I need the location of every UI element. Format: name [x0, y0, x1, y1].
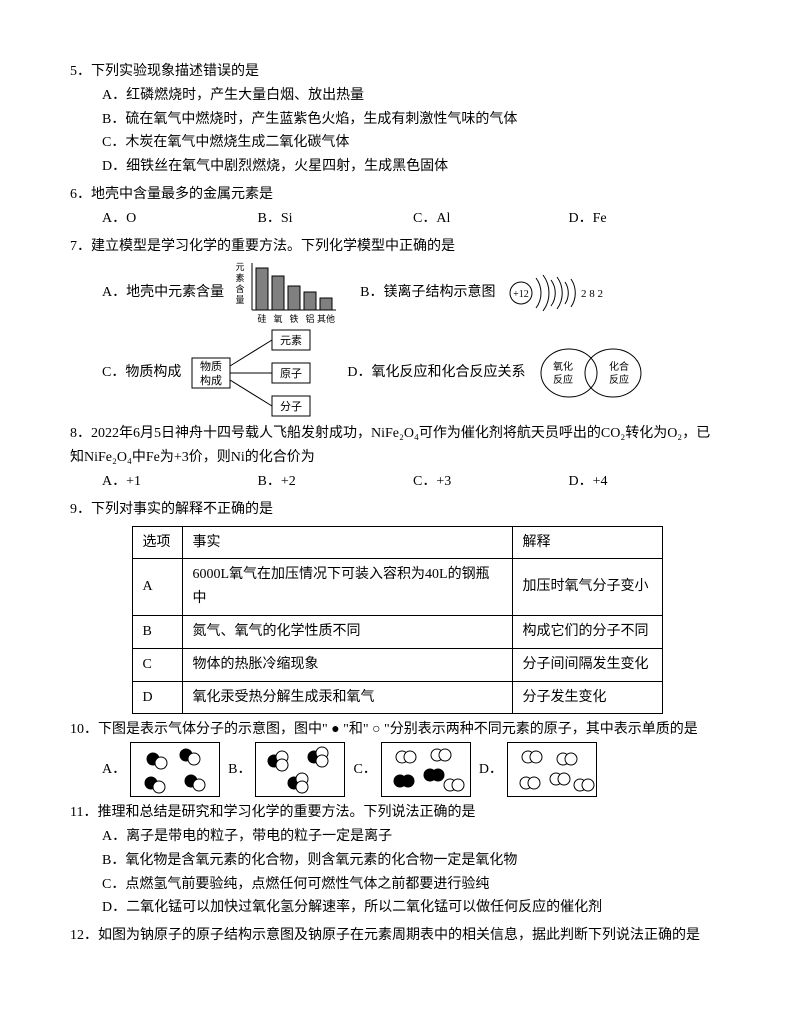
q5-stem: 5．下列实验现象描述错误的是: [70, 60, 724, 84]
q11-options: A．离子是带电的粒子，带电的粒子一定是离子 B．氧化物是含氧元素的化合物，则含氧…: [102, 825, 724, 920]
svg-text:氧: 氧: [274, 313, 283, 324]
q7-opt-a: A．地壳中元素含量 元素含量硅氧铁铝其他: [102, 258, 340, 328]
q10-opt-1: B．: [228, 742, 345, 797]
svg-text:素: 素: [236, 272, 245, 283]
svg-text:2 8 2: 2 8 2: [581, 288, 603, 300]
q5-opt-a: A．红磷燃烧时，产生大量白烟、放出热量: [102, 84, 724, 108]
q6-options: A．O B．Si C．Al D．Fe: [102, 207, 724, 231]
svg-text:原子: 原子: [280, 367, 302, 380]
question-6: 6．地壳中含量最多的金属元素是 A．O B．Si C．Al D．Fe: [70, 183, 724, 231]
svg-text:其他: 其他: [317, 313, 335, 324]
question-8: 8．2022年6月5日神舟十四号载人飞船发射成功，NiFe₂O₄可作为催化剂将航…: [70, 422, 724, 493]
q8-opt-d: D．+4: [569, 470, 725, 494]
q11-opt-a: A．离子是带电的粒子，带电的粒子一定是离子: [102, 825, 724, 849]
q5-opt-d: D．细铁丝在氧气中剧烈燃烧，火星四射，生成黑色固体: [102, 155, 724, 179]
q8-opt-a: A．+1: [102, 470, 258, 494]
svg-text:量: 量: [236, 295, 245, 305]
q10-stem: 10．下图是表示气体分子的示意图，图中" ● "和" ○ "分别表示两种不同元素…: [70, 718, 724, 742]
composition-diagram-icon: 物质 构成 元素 原子 分子: [187, 328, 327, 418]
q6-opt-a: A．O: [102, 207, 258, 231]
q6-opt-d: D．Fe: [569, 207, 725, 231]
q8-opt-c: C．+3: [413, 470, 569, 494]
svg-text:氧化: 氧化: [553, 360, 573, 373]
venn-diagram-icon: 氧化 反应 化合 反应: [531, 343, 651, 403]
q7-d-label: D．氧化反应和化合反应关系: [347, 361, 525, 385]
svg-text:化合: 化合: [609, 360, 629, 373]
q7-stem: 7．建立模型是学习化学的重要方法。下列化学模型中正确的是: [70, 235, 724, 259]
q12-stem: 12．如图为钠原子的原子结构示意图及钠原子在元素周期表中的相关信息，据此判断下列…: [70, 924, 724, 948]
svg-text:元: 元: [236, 262, 245, 272]
q10-opt-2: C．: [353, 742, 470, 797]
svg-text:反应: 反应: [609, 373, 629, 386]
q11-opt-b: B．氧化物是含氧元素的化合物，则含氧元素的化合物一定是氧化物: [102, 849, 724, 873]
atom-diagram-icon: +12 2 8 2: [501, 268, 611, 318]
q8-options: A．+1 B．+2 C．+3 D．+4: [102, 470, 724, 494]
svg-text:反应: 反应: [553, 373, 573, 386]
q5-options: A．红磷燃烧时，产生大量白烟、放出热量 B．硫在氧气中燃烧时，产生蓝紫色火焰，生…: [102, 84, 724, 179]
q9-stem: 9．下列对事实的解释不正确的是: [70, 498, 724, 522]
svg-text:元素: 元素: [280, 334, 302, 347]
question-10: 10．下图是表示气体分子的示意图，图中" ● "和" ○ "分别表示两种不同元素…: [70, 718, 724, 797]
q6-stem: 6．地壳中含量最多的金属元素是: [70, 183, 724, 207]
q11-opt-c: C．点燃氢气前要验纯，点燃任何可燃性气体之前都要进行验纯: [102, 873, 724, 897]
svg-text:物质: 物质: [200, 359, 222, 373]
svg-text:+12: +12: [514, 289, 530, 300]
q10-options: A．B．C．D．: [102, 742, 724, 797]
q10-opt-3: D．: [479, 742, 597, 797]
question-7: 7．建立模型是学习化学的重要方法。下列化学模型中正确的是 A．地壳中元素含量 元…: [70, 235, 724, 419]
svg-text:铝: 铝: [306, 313, 315, 324]
q7-opt-b: B．镁离子结构示意图 +12 2 8 2: [360, 268, 611, 318]
svg-text:分子: 分子: [280, 400, 302, 413]
q7-opt-c: C．物质构成 物质 构成 元素 原子 分子: [102, 328, 327, 418]
q6-opt-c: C．Al: [413, 207, 569, 231]
q8-opt-b: B．+2: [258, 470, 414, 494]
question-11: 11．推理和总结是研究和学习化学的重要方法。下列说法正确的是 A．离子是带电的粒…: [70, 801, 724, 920]
question-12: 12．如图为钠原子的原子结构示意图及钠原子在元素周期表中的相关信息，据此判断下列…: [70, 924, 724, 948]
svg-text:铁: 铁: [290, 313, 299, 324]
q5-opt-b: B．硫在氧气中燃烧时，产生蓝紫色火焰，生成有刺激性气味的气体: [102, 108, 724, 132]
q7-opt-d: D．氧化反应和化合反应关系 氧化 反应 化合 反应: [347, 343, 651, 403]
q11-stem: 11．推理和总结是研究和学习化学的重要方法。下列说法正确的是: [70, 801, 724, 825]
q7-c-label: C．物质构成: [102, 361, 181, 385]
q7-b-label: B．镁离子结构示意图: [360, 281, 495, 305]
svg-text:含: 含: [236, 283, 245, 294]
q7-a-label: A．地壳中元素含量: [102, 281, 224, 305]
svg-text:硅: 硅: [258, 313, 267, 324]
bar-chart-icon: 元素含量硅氧铁铝其他: [230, 258, 340, 328]
question-9: 9．下列对事实的解释不正确的是 选项事实解释A6000L氧气在加压情况下可装入容…: [70, 498, 724, 715]
q11-opt-d: D．二氧化锰可以加快过氧化氢分解速率，所以二氧化锰可以做任何反应的催化剂: [102, 896, 724, 920]
q10-opt-0: A．: [102, 742, 220, 797]
svg-text:构成: 构成: [200, 373, 222, 387]
q6-opt-b: B．Si: [258, 207, 414, 231]
q9-table: 选项事实解释A6000L氧气在加压情况下可装入容积为40L的钢瓶中加压时氧气分子…: [132, 526, 663, 715]
question-5: 5．下列实验现象描述错误的是 A．红磷燃烧时，产生大量白烟、放出热量 B．硫在氧…: [70, 60, 724, 179]
q5-opt-c: C．木炭在氧气中燃烧生成二氧化碳气体: [102, 131, 724, 155]
q8-stem: 8．2022年6月5日神舟十四号载人飞船发射成功，NiFe₂O₄可作为催化剂将航…: [70, 422, 724, 470]
